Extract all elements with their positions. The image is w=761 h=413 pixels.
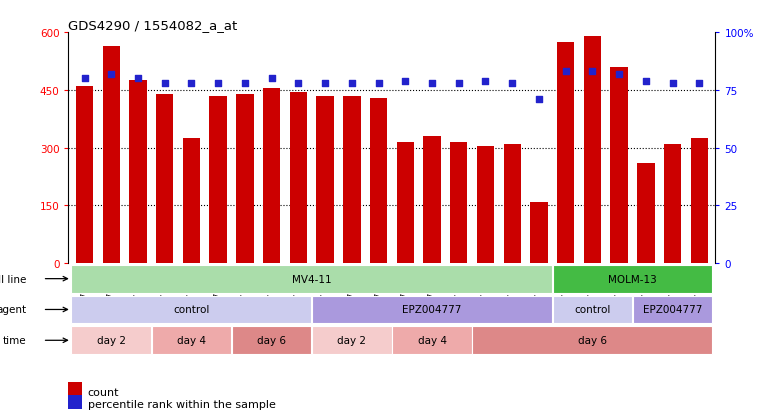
Bar (72, 265, 552, 293)
Bar (76, 87, 93, 263)
Text: EPZ004777: EPZ004777 (403, 305, 462, 315)
Bar (450, 142, 467, 263)
Text: day 2: day 2 (97, 335, 126, 345)
Bar (72, 296, 311, 323)
Point (239, 81, 251, 87)
Text: day 4: day 4 (177, 335, 206, 345)
Bar (312, 296, 552, 323)
Text: percentile rank within the sample: percentile rank within the sample (88, 399, 275, 409)
Point (426, 81, 438, 87)
Bar (584, 37, 601, 263)
Point (132, 76, 144, 83)
Point (372, 81, 384, 87)
Bar (473, 327, 712, 354)
Point (506, 81, 518, 87)
Bar (290, 93, 307, 263)
Point (559, 69, 572, 76)
Point (453, 81, 465, 87)
Bar (103, 47, 120, 263)
Bar (72, 327, 151, 354)
Bar (129, 81, 147, 263)
Point (105, 71, 117, 78)
Text: agent: agent (0, 305, 27, 315)
Point (667, 81, 679, 87)
Text: MOLM-13: MOLM-13 (608, 274, 657, 284)
Bar (312, 327, 392, 354)
Bar (557, 43, 575, 263)
Text: control: control (174, 305, 209, 315)
Bar (232, 327, 311, 354)
Text: EPZ004777: EPZ004777 (643, 305, 702, 315)
Point (78, 76, 91, 83)
Bar (552, 296, 632, 323)
Text: cell line: cell line (0, 274, 27, 284)
Text: time: time (3, 335, 27, 345)
Text: MV4-11: MV4-11 (292, 274, 332, 284)
Point (640, 78, 652, 85)
Text: day 6: day 6 (578, 335, 607, 345)
Point (693, 81, 705, 87)
Point (186, 81, 198, 87)
Point (586, 69, 598, 76)
Point (319, 81, 331, 87)
Bar (370, 98, 387, 263)
Bar (637, 164, 654, 263)
Point (292, 81, 304, 87)
Point (266, 76, 278, 83)
Bar (343, 97, 361, 263)
Point (158, 81, 170, 87)
Bar (263, 89, 280, 263)
Text: day 6: day 6 (257, 335, 286, 345)
Text: GDS4290 / 1554082_a_at: GDS4290 / 1554082_a_at (68, 19, 237, 32)
Point (345, 81, 358, 87)
Bar (691, 139, 708, 263)
Bar (151, 327, 231, 354)
Bar (209, 97, 227, 263)
Bar (156, 95, 174, 263)
Bar (317, 97, 334, 263)
Text: count: count (88, 387, 119, 397)
Text: control: control (575, 305, 610, 315)
Bar (236, 95, 253, 263)
Text: day 2: day 2 (337, 335, 366, 345)
Bar (392, 327, 472, 354)
Point (400, 78, 412, 85)
Point (212, 81, 224, 87)
Point (613, 71, 626, 78)
Bar (552, 265, 712, 293)
Bar (477, 146, 494, 263)
Bar (396, 142, 414, 263)
Point (479, 78, 492, 85)
Bar (423, 137, 441, 263)
Bar (183, 139, 200, 263)
Bar (610, 68, 628, 263)
Text: day 4: day 4 (418, 335, 447, 345)
Bar (504, 145, 521, 263)
Bar (664, 145, 681, 263)
Bar (632, 296, 712, 323)
Bar (530, 202, 548, 263)
Point (533, 97, 545, 103)
